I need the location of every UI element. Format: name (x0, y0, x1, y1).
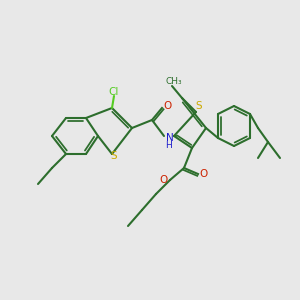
Text: CH₃: CH₃ (166, 76, 182, 85)
Text: N: N (166, 133, 174, 143)
Text: O: O (200, 169, 208, 179)
Text: S: S (111, 151, 117, 161)
Text: Cl: Cl (109, 87, 119, 97)
Text: O: O (160, 175, 168, 185)
Text: S: S (196, 101, 202, 111)
Text: O: O (163, 101, 171, 111)
Text: H: H (165, 140, 171, 149)
